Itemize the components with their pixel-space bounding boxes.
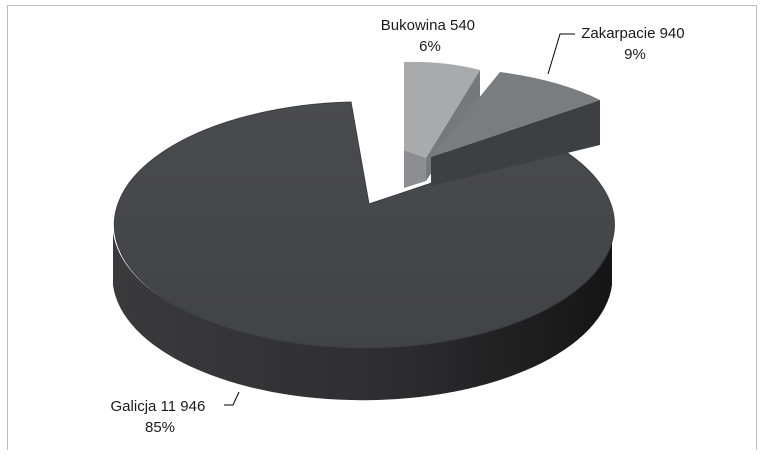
slice-zakarpacie-side-front	[431, 100, 600, 186]
slice-bukowina-top	[404, 61, 480, 158]
slice-galicja	[113, 101, 615, 401]
slice-zakarpacie-top	[431, 72, 600, 157]
chart-frame	[7, 5, 757, 450]
slice-bukowina-side	[404, 150, 426, 188]
leader-line-zakarpacie	[547, 33, 575, 75]
slice-galicja-side	[113, 232, 612, 401]
label-galicja: Galicja 11 946 85%	[111, 398, 210, 436]
label-bukowina: Bukowina 540 6%	[381, 17, 479, 55]
leader-line-galicja	[224, 391, 240, 406]
slice-zakarpacie	[431, 72, 600, 186]
label-zakarpacie: Zakarpacie 940 9%	[581, 25, 689, 63]
slice-galicja-top	[113, 101, 615, 349]
